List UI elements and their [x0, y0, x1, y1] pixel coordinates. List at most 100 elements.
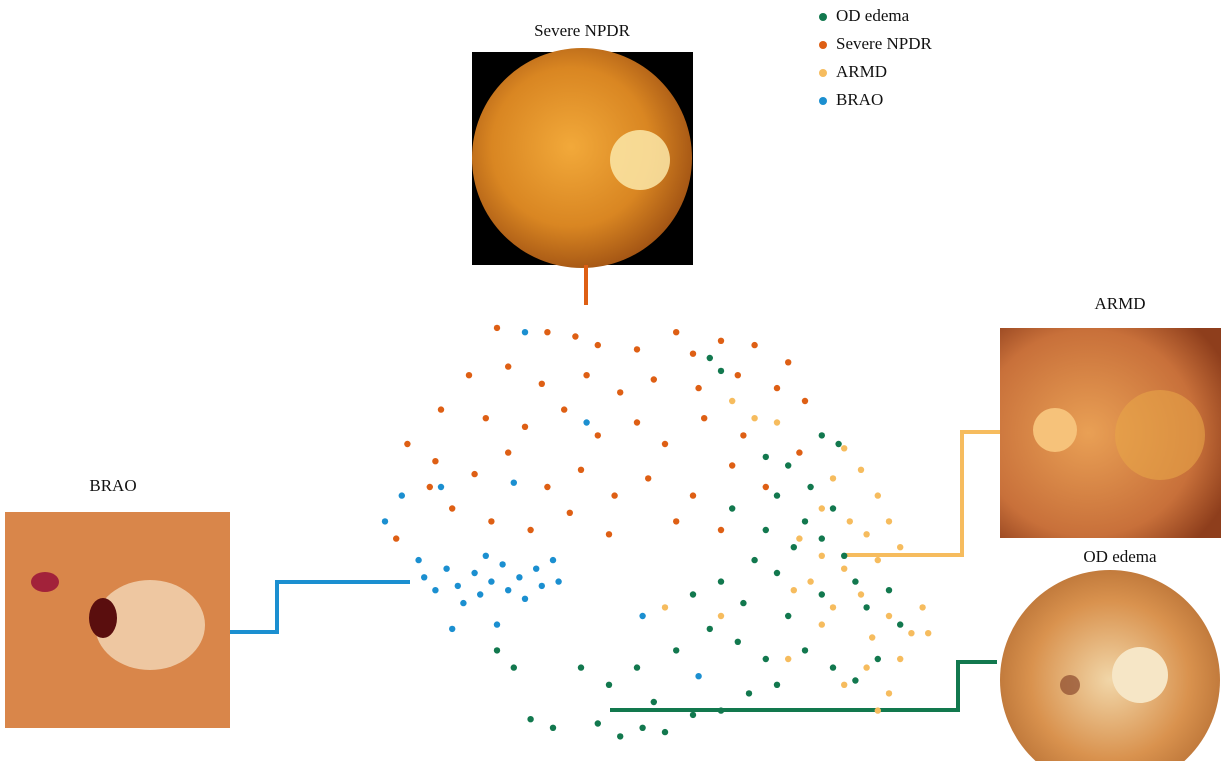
- scatter-point: [751, 557, 757, 563]
- scatter-point: [751, 415, 757, 421]
- scatter-point: [830, 604, 836, 610]
- scatter-point: [382, 518, 388, 524]
- scatter-point: [718, 338, 724, 344]
- scatter-point: [908, 630, 914, 636]
- scatter-point: [729, 462, 735, 468]
- legend-label: OD edema: [836, 6, 910, 25]
- image-caption: ARMD: [1094, 294, 1145, 313]
- scatter-point: [544, 484, 550, 490]
- scatter-point: [483, 553, 489, 559]
- scatter-point: [634, 346, 640, 352]
- legend-marker: [819, 97, 827, 105]
- scatter-point: [399, 492, 405, 498]
- scatter-point: [774, 682, 780, 688]
- legend-marker: [819, 69, 827, 77]
- scatter-point: [718, 707, 724, 713]
- chart: Severe NPDR ARMD BRAO OD edema OD edemaS…: [0, 0, 1221, 761]
- scatter-point: [863, 531, 869, 537]
- scatter-point: [763, 484, 769, 490]
- scatter-point: [539, 381, 545, 387]
- scatter-point: [886, 613, 892, 619]
- scatter-point: [791, 587, 797, 593]
- scatter-point: [819, 591, 825, 597]
- scatter-point: [494, 325, 500, 331]
- scatter-point: [583, 372, 589, 378]
- scatter-point: [505, 449, 511, 455]
- scatter-point: [774, 419, 780, 425]
- legend-marker: [819, 13, 827, 21]
- scatter-point: [533, 566, 539, 572]
- scatter-point: [673, 647, 679, 653]
- scatter-point: [415, 557, 421, 563]
- scatter-point: [494, 621, 500, 627]
- scatter-point: [835, 441, 841, 447]
- scatter-point: [875, 557, 881, 563]
- scatter-point: [449, 626, 455, 632]
- scatter-point: [863, 664, 869, 670]
- scatter-point: [443, 566, 449, 572]
- scatter-point: [611, 492, 617, 498]
- scatter-point: [455, 583, 461, 589]
- scatter-point: [763, 527, 769, 533]
- scatter-point: [488, 518, 494, 524]
- scatter-point: [578, 664, 584, 670]
- scatter-point: [802, 518, 808, 524]
- scatter-point: [740, 600, 746, 606]
- scatter-point: [651, 376, 657, 382]
- scatter-point: [499, 561, 505, 567]
- scatter-point: [897, 621, 903, 627]
- scatter-point: [695, 385, 701, 391]
- scatter-point: [471, 471, 477, 477]
- scatter-point: [886, 518, 892, 524]
- scatter-point: [707, 355, 713, 361]
- scatter-point: [634, 419, 640, 425]
- scatter-point: [785, 613, 791, 619]
- scatter-point: [651, 699, 657, 705]
- scatter-point: [729, 398, 735, 404]
- scatter-point: [875, 656, 881, 662]
- scatter-point: [522, 424, 528, 430]
- scatter-point: [830, 475, 836, 481]
- scatter-point: [701, 415, 707, 421]
- scatter-point: [583, 419, 589, 425]
- scatter-point: [858, 591, 864, 597]
- legend-marker: [819, 41, 827, 49]
- scatter-point: [919, 604, 925, 610]
- scatter-point: [645, 475, 651, 481]
- scatter-point: [869, 634, 875, 640]
- scatter-point: [819, 621, 825, 627]
- scatter-point: [740, 432, 746, 438]
- scatter-point: [852, 578, 858, 584]
- scatter-point: [617, 389, 623, 395]
- image-caption: BRAO: [89, 476, 136, 495]
- scatter-point: [925, 630, 931, 636]
- scatter-point: [791, 544, 797, 550]
- scatter-point: [707, 626, 713, 632]
- scatter-point: [830, 505, 836, 511]
- scatter-point: [819, 553, 825, 559]
- scatter-point: [393, 535, 399, 541]
- scatter-point: [550, 725, 556, 731]
- scatter-point: [807, 484, 813, 490]
- scatter-point: [886, 690, 892, 696]
- scatter-point: [567, 510, 573, 516]
- scatter-point: [550, 557, 556, 563]
- scatter-point: [841, 682, 847, 688]
- scatter-point: [438, 406, 444, 412]
- scatter-point: [807, 578, 813, 584]
- scatter-point: [785, 462, 791, 468]
- scatter-point: [841, 553, 847, 559]
- scatter-point: [858, 467, 864, 473]
- scatter-point: [527, 527, 533, 533]
- scatter-point: [572, 333, 578, 339]
- scatter-point: [841, 566, 847, 572]
- scatter-point: [471, 570, 477, 576]
- scatter-point: [505, 363, 511, 369]
- scatter-point: [751, 342, 757, 348]
- scatter-point: [718, 368, 724, 374]
- image-caption: Severe NPDR: [534, 21, 631, 40]
- scatter-point: [595, 432, 601, 438]
- scatter-point: [522, 596, 528, 602]
- scatter-point: [802, 398, 808, 404]
- scatter-point: [662, 604, 668, 610]
